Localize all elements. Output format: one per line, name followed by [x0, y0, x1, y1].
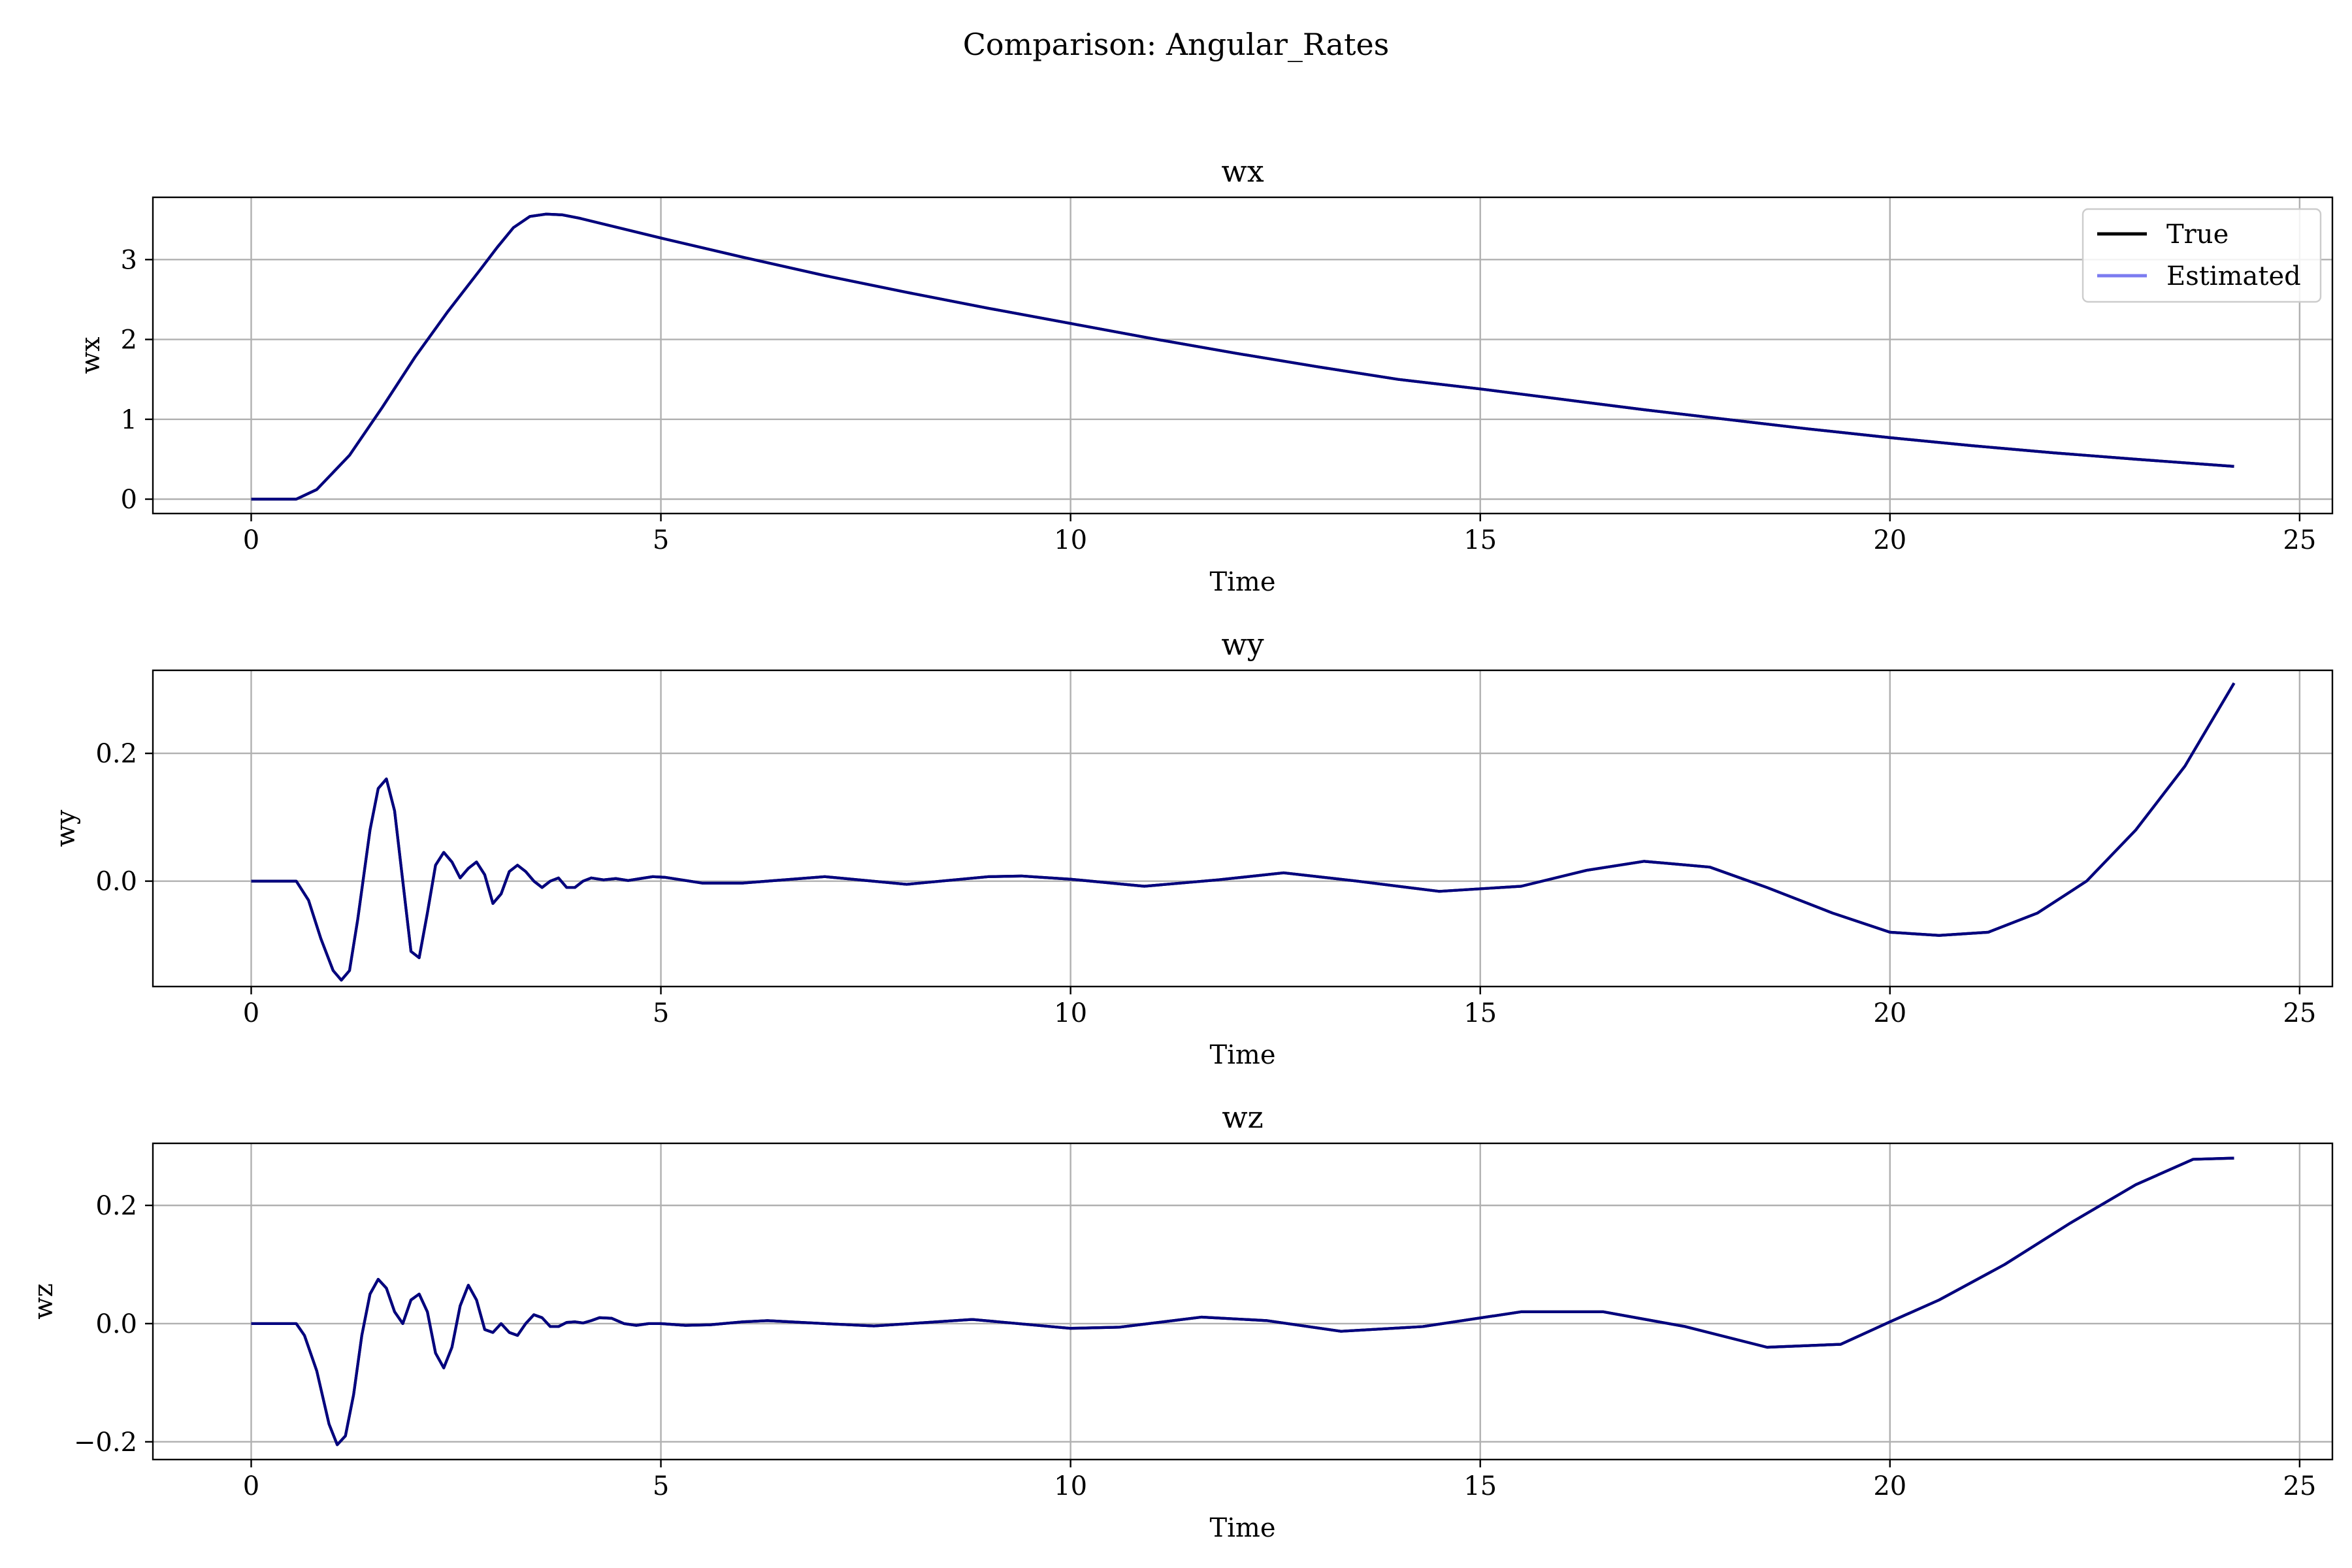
series-line-estimated	[251, 212, 2234, 501]
subplot-wy: 0 5 10 15 20 25 0.0 0.2 wy Time wy	[51, 627, 2334, 1070]
x-tick-label: 25	[2283, 1471, 2316, 1501]
legend-label: Estimated	[2166, 261, 2301, 291]
y-tick-label: 0.2	[95, 739, 137, 769]
subplot-wz: 0 5 10 15 20 25 −0.2 0.0 0.2 wz Time wz	[29, 1100, 2334, 1543]
x-tick-label: 20	[1873, 1471, 1906, 1501]
x-tick-label: 5	[653, 998, 669, 1028]
x-axis-label: Time	[1209, 1040, 1275, 1070]
y-tick-label: 1	[121, 405, 137, 435]
grid	[153, 1143, 2332, 1460]
legend: True Estimated	[2082, 208, 2322, 303]
legend-label: True	[2166, 220, 2229, 250]
x-tick-label: 15	[1463, 1471, 1497, 1501]
subplot-title: wz	[1222, 1100, 1264, 1135]
x-tick-label: 5	[653, 525, 669, 555]
y-tick-label: 0.0	[95, 867, 137, 897]
x-tick-label: 20	[1873, 998, 1906, 1028]
subplot-title: wx	[1221, 154, 1264, 189]
y-tick-label: 0	[121, 485, 137, 515]
axes-frame	[152, 669, 2334, 988]
series-line-estimated	[251, 1156, 2234, 1446]
y-tick-label: 2	[121, 325, 137, 355]
axes-frame	[152, 1142, 2334, 1461]
x-tick-label: 0	[243, 525, 259, 555]
x-tick-label: 5	[653, 1471, 669, 1501]
y-axis-label: wz	[29, 1283, 59, 1319]
x-tick-label: 10	[1054, 1471, 1087, 1501]
x-tick-label: 0	[243, 1471, 259, 1501]
subplots: 0 5 10 15 20 25 0 1 2 3 wx Time wx True Estimated 0 5 10 1…	[29, 154, 2334, 1543]
series-line-estimated	[251, 682, 2236, 982]
x-tick-label: 10	[1054, 525, 1087, 555]
x-tick-label: 15	[1463, 525, 1497, 555]
x-axis-label: Time	[1209, 567, 1275, 597]
y-axis-label: wy	[51, 809, 81, 847]
y-tick-label: 0.0	[95, 1309, 137, 1339]
grid	[153, 670, 2332, 987]
x-tick-label: 25	[2283, 998, 2316, 1028]
y-tick-label: −0.2	[74, 1428, 137, 1458]
axes-frame	[152, 196, 2334, 515]
x-tick-label: 0	[243, 998, 259, 1028]
subplot-wx: 0 5 10 15 20 25 0 1 2 3 wx Time wx True Estimated	[76, 154, 2334, 597]
x-tick-label: 10	[1054, 998, 1087, 1028]
x-axis-label: Time	[1209, 1513, 1275, 1543]
y-axis-label: wx	[76, 336, 106, 374]
x-tick-label: 25	[2283, 525, 2316, 555]
y-tick-label: 0.2	[95, 1191, 137, 1221]
y-tick-label: 3	[121, 245, 137, 275]
figure-title: Comparison: Angular_Rates	[963, 27, 1390, 62]
x-tick-label: 15	[1463, 998, 1497, 1028]
x-tick-label: 20	[1873, 525, 1906, 555]
subplot-title: wy	[1221, 627, 1264, 662]
